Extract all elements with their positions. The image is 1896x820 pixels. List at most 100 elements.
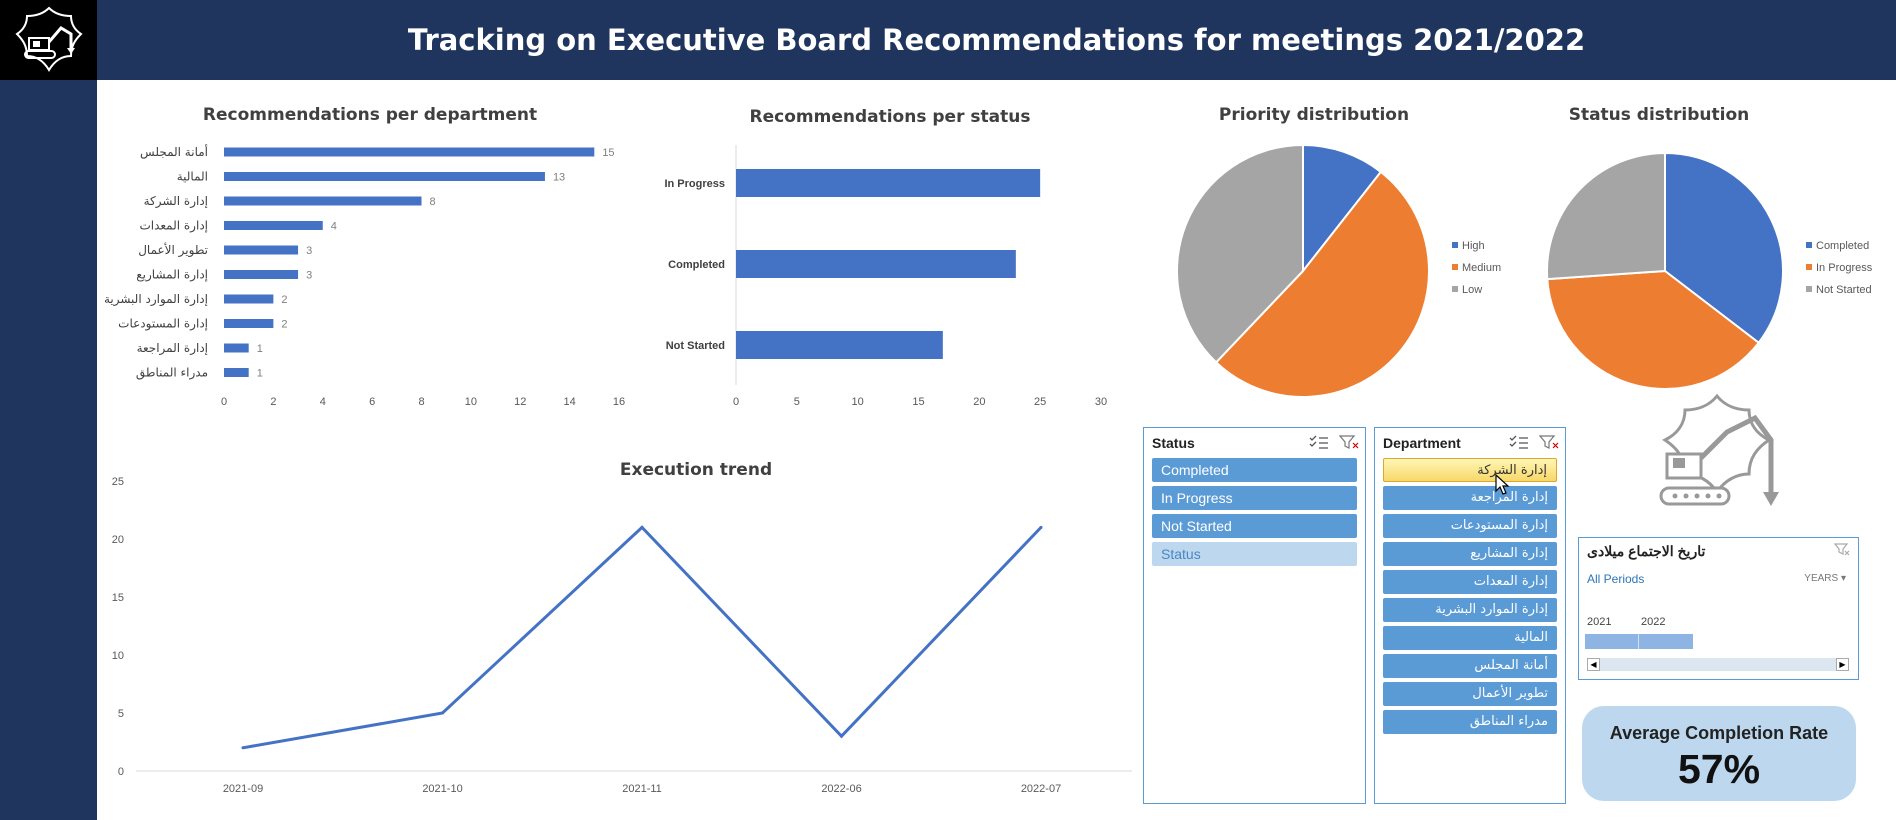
dept-bar bbox=[224, 221, 323, 230]
timeline-bar-2022[interactable] bbox=[1639, 634, 1693, 649]
excavator-icon bbox=[14, 6, 83, 72]
multi-select-icon[interactable] bbox=[1309, 434, 1329, 450]
dept-data-label: 2 bbox=[281, 294, 287, 306]
trend-point bbox=[640, 525, 644, 529]
dept-bar bbox=[224, 172, 545, 181]
dept-data-label: 15 bbox=[602, 147, 614, 159]
kpi-value: 57% bbox=[1677, 746, 1761, 792]
time-level-dropdown[interactable]: YEARS ▾ bbox=[1804, 573, 1846, 584]
statuspie-legend-swatch bbox=[1806, 242, 1812, 248]
priority-legend-label: Medium bbox=[1462, 262, 1501, 274]
scroll-right-icon[interactable]: ▶ bbox=[1836, 658, 1849, 671]
department-slicer-title: Department bbox=[1383, 435, 1461, 451]
status-slicer-item[interactable]: Not Started bbox=[1152, 514, 1357, 538]
kpi-label: Average Completion Rate bbox=[1609, 723, 1829, 743]
statuspie-legend-label: Completed bbox=[1816, 240, 1869, 252]
trend-point bbox=[840, 734, 843, 738]
dept-category-label: مدراء المناطق bbox=[136, 366, 208, 381]
status-category-label: Completed bbox=[668, 259, 725, 271]
statuspie-legend-label: In Progress bbox=[1816, 262, 1873, 274]
dept-x-tick: 4 bbox=[320, 396, 326, 408]
dept-bar bbox=[224, 270, 299, 279]
trend-chart-title: Execution trend bbox=[620, 460, 772, 480]
trend-x-tick: 2021-11 bbox=[622, 783, 662, 795]
dept-data-label: 1 bbox=[257, 343, 263, 355]
status-x-tick: 15 bbox=[912, 396, 924, 408]
statuspie-slice bbox=[1664, 151, 1784, 345]
department-slicer-item[interactable]: إدارة الموارد البشرية bbox=[1383, 598, 1557, 622]
status-chart-title: Recommendations per status bbox=[750, 107, 1031, 127]
department-slicer-item[interactable]: إدارة المشاريع bbox=[1383, 542, 1557, 566]
dept-category-label: إدارة المراجعة bbox=[137, 341, 208, 356]
dept-category-label: إدارة الموارد البشرية bbox=[104, 292, 208, 307]
timeline-scrollbar[interactable]: ◀ ▶ bbox=[1587, 658, 1849, 671]
time-level-value: YEARS bbox=[1804, 573, 1839, 584]
priority-legend-swatch bbox=[1452, 264, 1458, 270]
priority-slice bbox=[1176, 143, 1304, 364]
scroll-left-icon[interactable]: ◀ bbox=[1587, 658, 1600, 671]
dept-data-label: 2 bbox=[281, 319, 287, 331]
dept-category-label: إدارة المعدات bbox=[139, 219, 208, 234]
clear-filter-icon[interactable] bbox=[1339, 434, 1359, 450]
timeline-year-2021: 2021 bbox=[1587, 616, 1612, 628]
department-slicer-item[interactable]: إدارة الشركة bbox=[1383, 458, 1557, 482]
trend-y-tick: 25 bbox=[112, 476, 124, 488]
dept-chart-title: Recommendations per department bbox=[203, 105, 537, 125]
status-slicer-item[interactable]: In Progress bbox=[1152, 486, 1357, 510]
trend-y-tick: 5 bbox=[118, 708, 124, 720]
dept-bar bbox=[224, 196, 422, 206]
status-slicer-item[interactable]: Status bbox=[1152, 542, 1357, 566]
dept-bar bbox=[224, 343, 249, 353]
dept-data-label: 1 bbox=[257, 368, 263, 380]
statuspie-legend-swatch bbox=[1806, 264, 1812, 270]
department-slicer-item[interactable]: مدراء المناطق bbox=[1383, 710, 1557, 734]
status-bar bbox=[736, 331, 943, 359]
status-category-label: Not Started bbox=[666, 340, 725, 352]
trend-point bbox=[441, 711, 444, 715]
multi-select-icon[interactable] bbox=[1509, 434, 1529, 450]
excavator-watermark-icon bbox=[1659, 393, 1779, 506]
department-slicer: Department إدارة الشركة إدارة المراجعة إدا… bbox=[1374, 427, 1566, 804]
timeline-bar-2021[interactable] bbox=[1585, 634, 1639, 649]
department-slicer-item[interactable]: إدارة المستودعات bbox=[1383, 514, 1557, 538]
status-slicer: Status Completed In Progress Not Started St… bbox=[1143, 427, 1366, 804]
dept-x-tick: 6 bbox=[369, 396, 375, 408]
sidebar bbox=[0, 0, 97, 820]
timeline-year-2022: 2022 bbox=[1641, 616, 1666, 628]
dept-x-tick: 0 bbox=[221, 396, 227, 408]
status-x-tick: 30 bbox=[1095, 396, 1107, 408]
trend-x-tick: 2022-07 bbox=[1021, 783, 1061, 795]
status-slicer-item[interactable]: Completed bbox=[1152, 458, 1357, 482]
chevron-down-icon: ▾ bbox=[1840, 573, 1846, 584]
clear-filter-icon[interactable] bbox=[1539, 434, 1559, 450]
all-periods-label[interactable]: All Periods bbox=[1587, 572, 1645, 586]
trend-x-tick: 2021-10 bbox=[422, 783, 462, 795]
mouse-cursor-icon bbox=[1495, 474, 1510, 495]
department-slicer-item[interactable]: المالية bbox=[1383, 626, 1557, 650]
dept-x-tick: 8 bbox=[418, 396, 424, 408]
statuspie-legend-swatch bbox=[1806, 286, 1812, 292]
trend-point bbox=[1039, 525, 1043, 529]
department-slicer-item[interactable]: أمانة المجلس bbox=[1383, 654, 1557, 678]
status-x-tick: 0 bbox=[733, 396, 739, 408]
trend-y-tick: 15 bbox=[112, 592, 124, 604]
status-slicer-title: Status bbox=[1152, 435, 1195, 451]
statuspie-legend-label: Not Started bbox=[1816, 284, 1872, 296]
priority-legend-swatch bbox=[1452, 242, 1458, 248]
priority-legend-label: Low bbox=[1462, 284, 1482, 296]
dept-bar bbox=[224, 319, 274, 328]
department-slicer-item[interactable]: إدارة المراجعة bbox=[1383, 486, 1557, 510]
trend-y-tick: 20 bbox=[112, 534, 124, 546]
dept-x-tick: 14 bbox=[564, 396, 576, 408]
dept-category-label: إدارة المشاريع bbox=[136, 268, 208, 283]
trend-point bbox=[241, 746, 245, 750]
priority-slice bbox=[1214, 170, 1430, 398]
trend-x-tick: 2022-06 bbox=[821, 783, 861, 795]
timeline-title: تاريخ الاجتماع ميلادى bbox=[1587, 543, 1706, 559]
dept-category-label: تطوير الأعمال bbox=[138, 242, 208, 258]
clear-filter-icon[interactable] bbox=[1834, 542, 1850, 558]
department-slicer-item[interactable]: تطوير الأعمال bbox=[1383, 682, 1557, 706]
department-slicer-item[interactable]: إدارة المعدات bbox=[1383, 570, 1557, 594]
date-timeline-slicer: تاريخ الاجتماع ميلادى All Periods YEARS … bbox=[1578, 537, 1859, 680]
